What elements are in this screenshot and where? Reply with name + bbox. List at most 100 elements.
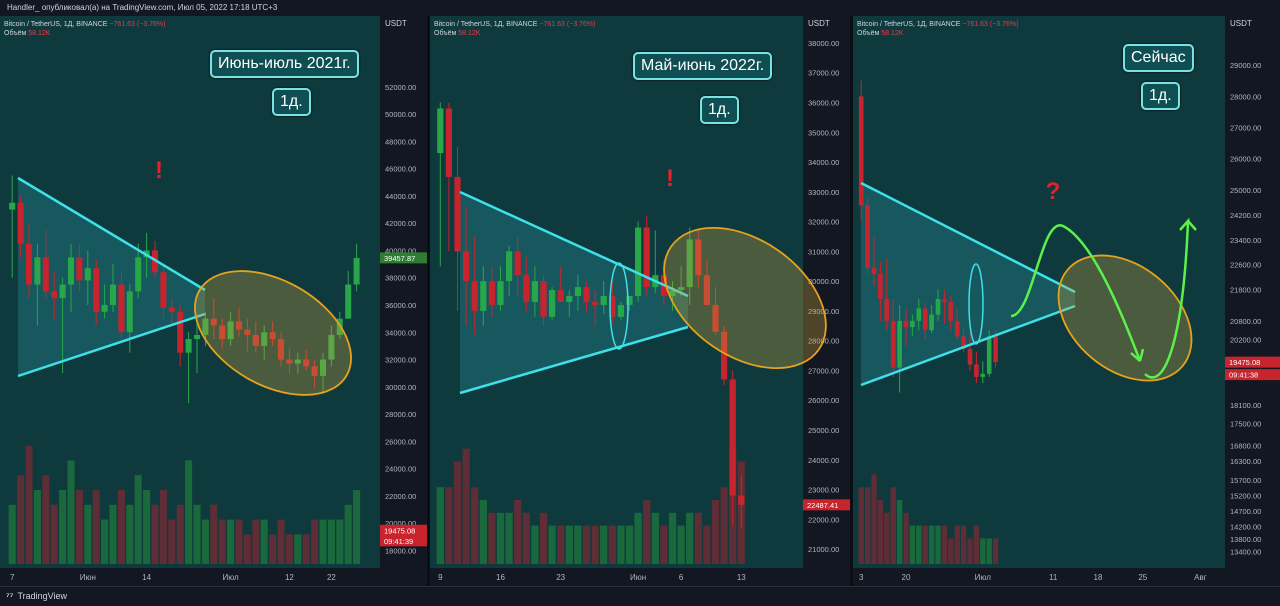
change-label: −761.63 (−3.76%): [962, 21, 1019, 28]
candle-body: [557, 290, 564, 302]
time-axis: [430, 568, 850, 586]
volume-bar: [277, 519, 285, 564]
time-axis: [0, 568, 427, 586]
price-tick-label: 29000.00: [1230, 61, 1261, 70]
volume-bar: [884, 512, 890, 564]
trendline: [860, 181, 1076, 294]
annotation-period[interactable]: Май-июнь 2022г.: [633, 52, 773, 80]
chart-svg[interactable]: 38000.00 37000.00 36000.00 35000.00 34000.00…: [430, 16, 850, 586]
candle-body: [445, 108, 452, 177]
candle-body: [328, 334, 335, 360]
chart-svg[interactable]: 52000.00 50000.00 48000.00 46000.00 44000.00…: [0, 16, 427, 586]
volume-bar: [980, 538, 986, 564]
volume-bar: [210, 504, 218, 564]
candle-body: [286, 359, 293, 364]
chart-panel-june-july-2021[interactable]: 52000.00 50000.00 48000.00 46000.00 44000.00…: [0, 16, 427, 586]
candle-body: [311, 366, 318, 376]
annotation-timeframe[interactable]: 1д.: [272, 88, 311, 116]
price-tag: [1225, 369, 1280, 381]
candle-body: [583, 287, 590, 302]
projection-curve: [1010, 224, 1145, 362]
volume-bar: [922, 525, 928, 564]
wedge-fill: [18, 178, 205, 376]
candle-body: [235, 321, 243, 330]
volume-bar: [935, 525, 941, 564]
annotation-timeframe[interactable]: 1д.: [700, 96, 739, 124]
time-tick-label: 16: [496, 573, 505, 582]
candle-body: [592, 301, 599, 305]
price-tick-label: 13800.00: [1230, 535, 1261, 544]
volume-bar: [84, 504, 92, 564]
panel-separator: [850, 16, 853, 586]
chart-legend: Bitcoin / TetherUS, 1Д, BINANCE −761.63 …: [434, 20, 595, 38]
change-label: −761.63 (−3.76%): [539, 21, 596, 28]
time-axis: [853, 568, 1280, 586]
trendline: [17, 176, 206, 292]
volume-label: Объём: [434, 30, 457, 37]
squeeze-ellipse: [609, 262, 629, 350]
candle-body: [703, 275, 710, 305]
volume-bar: [720, 487, 728, 564]
warning-mark: ?: [1046, 178, 1061, 205]
candle-body: [993, 336, 998, 363]
volume-bar: [496, 512, 505, 564]
candle-body: [135, 257, 142, 292]
chart-panel-may-june-2022[interactable]: 38000.00 37000.00 36000.00 35000.00 34000.00…: [430, 16, 850, 586]
candle-body: [471, 281, 478, 311]
volume-bar: [235, 519, 243, 564]
price-tick-label: 13400.00: [1230, 548, 1261, 557]
time-tick-label: Июн: [80, 573, 96, 582]
chart-panel-now[interactable]: 29000.00 28000.00 27000.00 26000.00 25000.00…: [853, 16, 1280, 586]
volume-bar: [591, 525, 599, 564]
candle-body: [922, 308, 928, 331]
volume-bar: [858, 487, 864, 564]
volume-bar: [319, 519, 327, 564]
candle-body: [967, 348, 973, 365]
candle-body: [353, 257, 360, 285]
price-tick-label: 38000.00: [385, 274, 416, 283]
time-tick-label: 23: [556, 573, 565, 582]
candle-body: [202, 318, 209, 335]
time-tick-label: 22: [327, 573, 336, 582]
volume-bar: [903, 512, 909, 564]
volume-bar: [651, 512, 659, 564]
volume-bar: [557, 525, 565, 564]
footer-brand[interactable]: TradingView: [17, 591, 67, 601]
warning-mark: !: [155, 157, 163, 184]
candle-body: [721, 331, 728, 380]
time-tick-label: 25: [1138, 573, 1147, 582]
time-tick-label: 6: [679, 573, 684, 582]
volume-bar: [600, 525, 608, 564]
tradingview-logo-icon[interactable]: ⁷⁷: [6, 591, 14, 601]
price-tick-label: 33000.00: [808, 188, 839, 197]
squeeze-ellipse: [968, 263, 984, 345]
annotation-period[interactable]: Сейчас: [1123, 44, 1194, 72]
price-tick-label: 23000.00: [808, 486, 839, 495]
candle-body: [463, 251, 470, 282]
volume-bar: [582, 525, 591, 564]
time-tick-label: Июн: [630, 573, 646, 582]
volume-bar: [218, 519, 226, 564]
candle-body: [514, 251, 521, 276]
publish-header: Handler_ опубликовал(а) на TradingView.c…: [0, 0, 1280, 16]
volume-bar: [109, 504, 117, 564]
candle-body: [865, 205, 870, 268]
price-tick-label: 20200.00: [1230, 336, 1261, 345]
trendline: [459, 325, 689, 395]
warning-mark: !: [666, 165, 674, 192]
volume-bar: [117, 490, 125, 564]
candle-body: [454, 176, 461, 252]
change-label: −761.63 (−3.76%): [109, 21, 166, 28]
chart-svg[interactable]: 29000.00 28000.00 27000.00 26000.00 25000.00…: [853, 16, 1280, 586]
candle-body: [712, 304, 719, 332]
annotation-timeframe[interactable]: 1д.: [1141, 82, 1180, 110]
price-tick-label: 44000.00: [385, 192, 416, 201]
price-tag-label: 09:41:38: [1229, 371, 1258, 380]
price-tick-label: 35000.00: [808, 128, 839, 137]
price-tag-label: 19475.08: [1229, 358, 1260, 367]
annotation-period[interactable]: Июнь-июль 2021г.: [210, 50, 359, 78]
volume-value: 58.12K: [458, 30, 481, 37]
price-tick-label: 26000.00: [385, 437, 416, 446]
price-tick-label: 28000.00: [385, 410, 416, 419]
price-tick-label: 26000.00: [1230, 155, 1261, 164]
